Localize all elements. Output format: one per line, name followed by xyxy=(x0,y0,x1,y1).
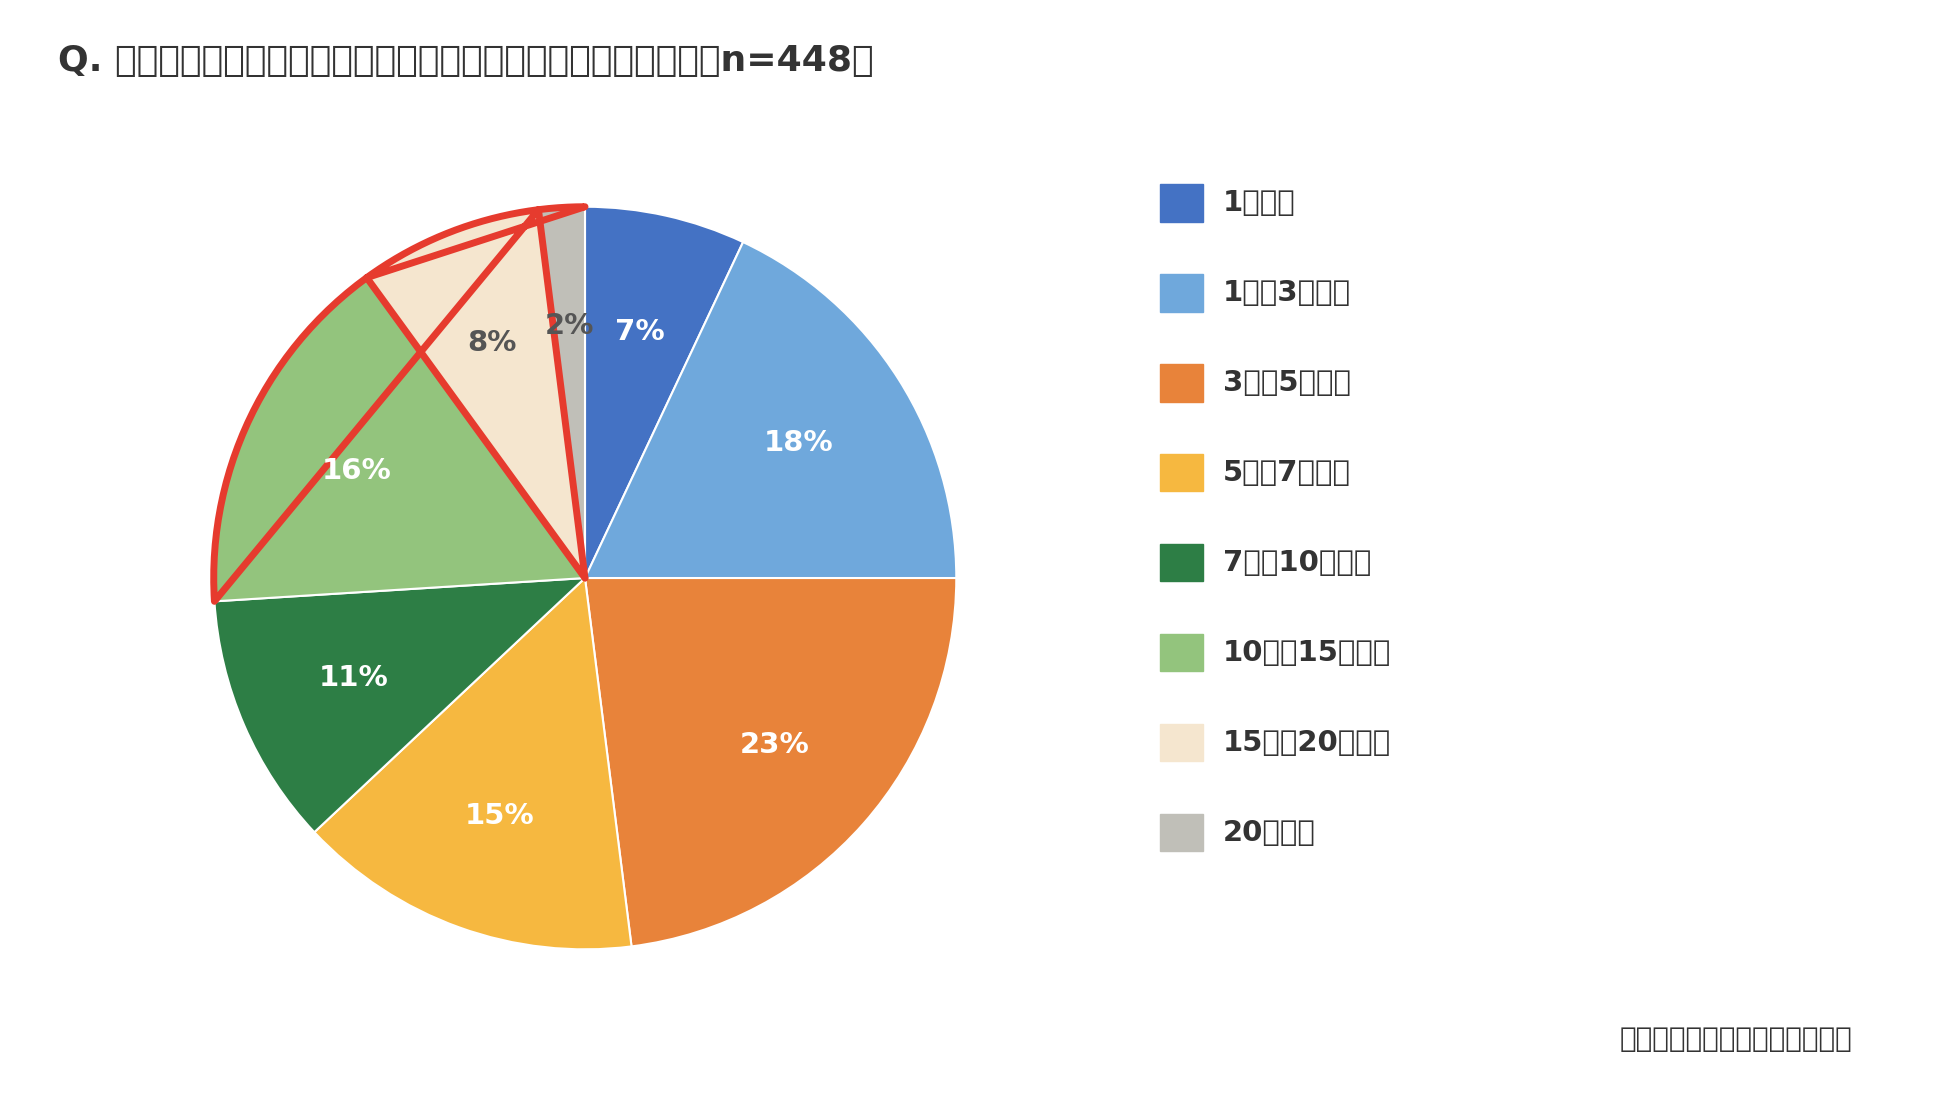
Text: 7%: 7% xyxy=(616,318,665,346)
Text: 8%: 8% xyxy=(468,329,517,358)
Wedge shape xyxy=(585,578,956,947)
Text: 18%: 18% xyxy=(762,429,833,456)
Wedge shape xyxy=(214,278,585,601)
Wedge shape xyxy=(585,206,743,578)
Text: 15年〜20年未満: 15年〜20年未満 xyxy=(1223,728,1390,757)
Wedge shape xyxy=(585,242,956,578)
Wedge shape xyxy=(538,206,585,578)
Text: 15%: 15% xyxy=(464,802,534,829)
Text: 11%: 11% xyxy=(318,665,388,692)
Wedge shape xyxy=(214,578,585,833)
Text: 1年〜3年未満: 1年〜3年未満 xyxy=(1223,279,1351,307)
Text: 10年〜15年未満: 10年〜15年未満 xyxy=(1223,638,1390,667)
Wedge shape xyxy=(367,210,585,578)
Text: 16%: 16% xyxy=(322,456,392,485)
Text: 7年〜10年未満: 7年〜10年未満 xyxy=(1223,548,1371,577)
Text: 5年〜7年未満: 5年〜7年未満 xyxy=(1223,459,1351,487)
Text: 1年未満: 1年未満 xyxy=(1223,189,1295,217)
Wedge shape xyxy=(314,578,632,949)
Text: 23%: 23% xyxy=(739,731,809,759)
Text: 20年以上: 20年以上 xyxy=(1223,818,1316,847)
Text: パナソニック「エオリア」調べ: パナソニック「エオリア」調べ xyxy=(1620,1025,1852,1053)
Text: 2%: 2% xyxy=(544,312,595,340)
Text: Q. 現在使用しているエアコンは、何年ほど使用していますか？（n=448）: Q. 現在使用しているエアコンは、何年ほど使用していますか？（n=448） xyxy=(58,44,874,78)
Text: 3年〜5年未満: 3年〜5年未満 xyxy=(1223,369,1351,397)
